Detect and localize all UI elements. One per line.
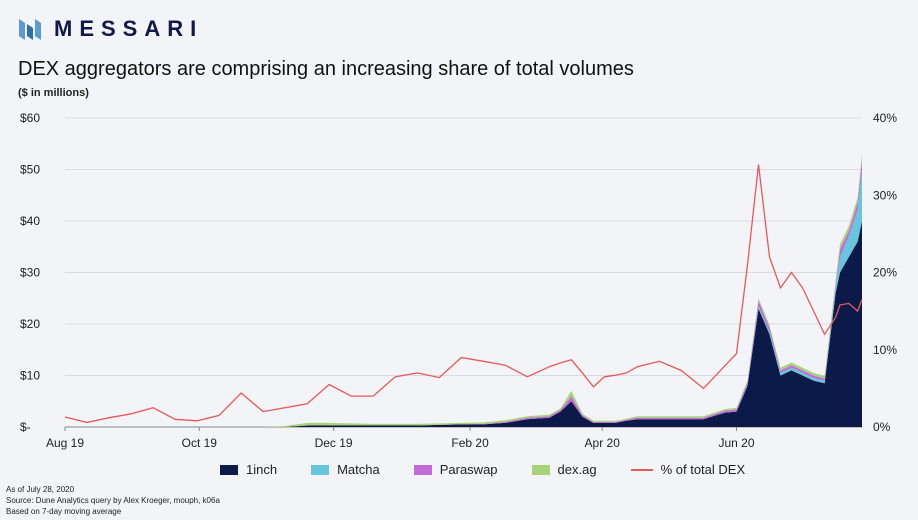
y2-tick-label: 10%: [873, 343, 897, 357]
y-tick-label: $30: [20, 266, 40, 280]
legend-label-dexag: dex.ag: [557, 462, 597, 477]
x-tick-label: Aug 19: [46, 436, 84, 450]
legend-swatch-matcha: [311, 464, 330, 475]
x-tick-label: Jun 20: [718, 436, 754, 450]
legend-swatch-dexag: [531, 464, 550, 475]
y2-tick-label: 0%: [873, 420, 891, 434]
y2-tick-label: 20%: [873, 266, 897, 280]
y-tick-label: $20: [20, 317, 40, 331]
legend-label-pct: % of total DEX: [660, 462, 746, 477]
gridlines: [65, 117, 862, 428]
area-matcha: [65, 169, 862, 427]
legend-item-1inch: 1inch: [220, 462, 277, 477]
y-tick-label: $40: [20, 214, 40, 228]
axes: $- $10 $20 $30 $40 $50 $60 0% 10% 20% 30% 40% Aug 19…: [20, 111, 897, 450]
legend-swatch-1inch: [220, 464, 238, 475]
area-1inch: [65, 221, 862, 427]
x-tick-label: Apr 20: [585, 436, 621, 450]
chart-title: DEX aggregators are comprising an increa…: [18, 58, 634, 80]
y2-tick-label: 30%: [873, 188, 897, 202]
messari-logo: MESSARI: [18, 16, 203, 42]
y-tick-label: $60: [20, 111, 40, 125]
footnote-date: As of July 28, 2020: [6, 485, 75, 494]
brand-name: MESSARI: [54, 16, 204, 41]
legend-swatch-pct: [630, 468, 653, 471]
footnote-source: Source: Dune Analytics query by Alex Kro…: [6, 496, 220, 505]
legend-label-1inch: 1inch: [246, 462, 278, 477]
pct-line-group: [64, 164, 863, 424]
stacked-areas: [65, 154, 862, 427]
legend-item-pct: % of total DEX: [630, 462, 746, 477]
units-label: ($ in millions): [18, 87, 89, 99]
legend-label-paraswap: Paraswap: [439, 462, 498, 477]
legend-item-matcha: Matcha: [311, 462, 380, 477]
y2-tick-label: 40%: [873, 111, 897, 125]
area-paraswap: [65, 159, 862, 427]
messari-logo-icon: [19, 19, 41, 40]
y-tick-label: $50: [20, 163, 40, 177]
footnote-method: Based on 7-day moving average: [6, 507, 122, 516]
legend-item-paraswap: Paraswap: [413, 462, 498, 477]
legend: 1inch Matcha Paraswap dex.ag % of total …: [220, 462, 745, 477]
x-tick-label: Feb 20: [451, 436, 489, 450]
footnotes: As of July 28, 2020 Source: Dune Analyti…: [6, 484, 220, 517]
pct-line: [64, 164, 863, 424]
legend-label-matcha: Matcha: [337, 462, 380, 477]
x-tick-label: Dec 19: [315, 436, 353, 450]
x-tick-label: Oct 19: [182, 436, 218, 450]
y-tick-label: $-: [20, 420, 31, 434]
legend-swatch-paraswap: [413, 464, 432, 475]
area-dexag: [65, 154, 862, 427]
legend-item-dexag: dex.ag: [531, 462, 597, 477]
y-tick-label: $10: [20, 369, 40, 383]
